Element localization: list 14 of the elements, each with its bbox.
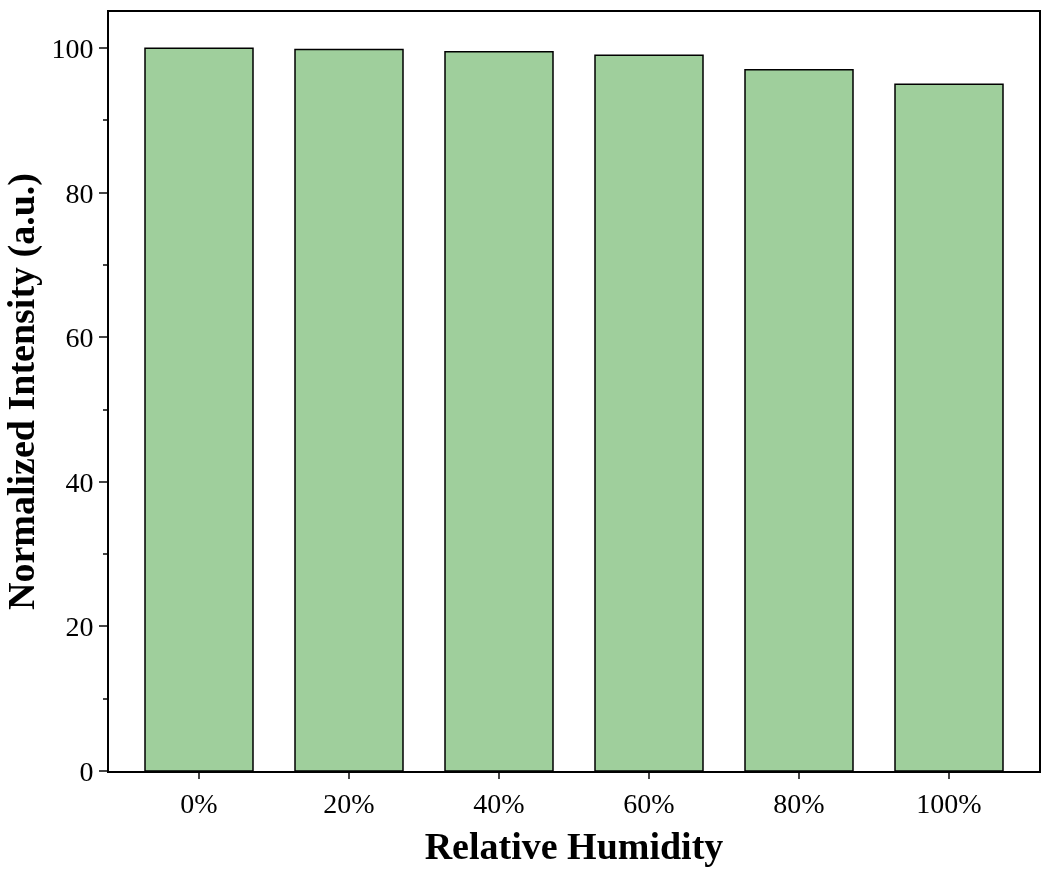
x-tick-label: 20% <box>323 787 375 819</box>
x-axis-title: Relative Humidity <box>424 825 724 868</box>
y-tick-label: 0 <box>79 755 94 787</box>
y-tick-label: 80 <box>65 177 94 209</box>
y-axis-title: Normalized Intensity (a.u.) <box>0 173 43 610</box>
y-tick-label: 20 <box>65 611 94 643</box>
y-tick-label: 100 <box>51 32 94 64</box>
x-tick-label: 80% <box>773 787 825 819</box>
y-tick-label: 40 <box>65 466 94 498</box>
x-tick-label: 100% <box>916 787 982 819</box>
x-tick-label: 0% <box>180 787 218 819</box>
x-tick-label: 40% <box>473 787 525 819</box>
x-tick-label: 60% <box>623 787 675 819</box>
y-tick-label: 60 <box>65 322 94 354</box>
